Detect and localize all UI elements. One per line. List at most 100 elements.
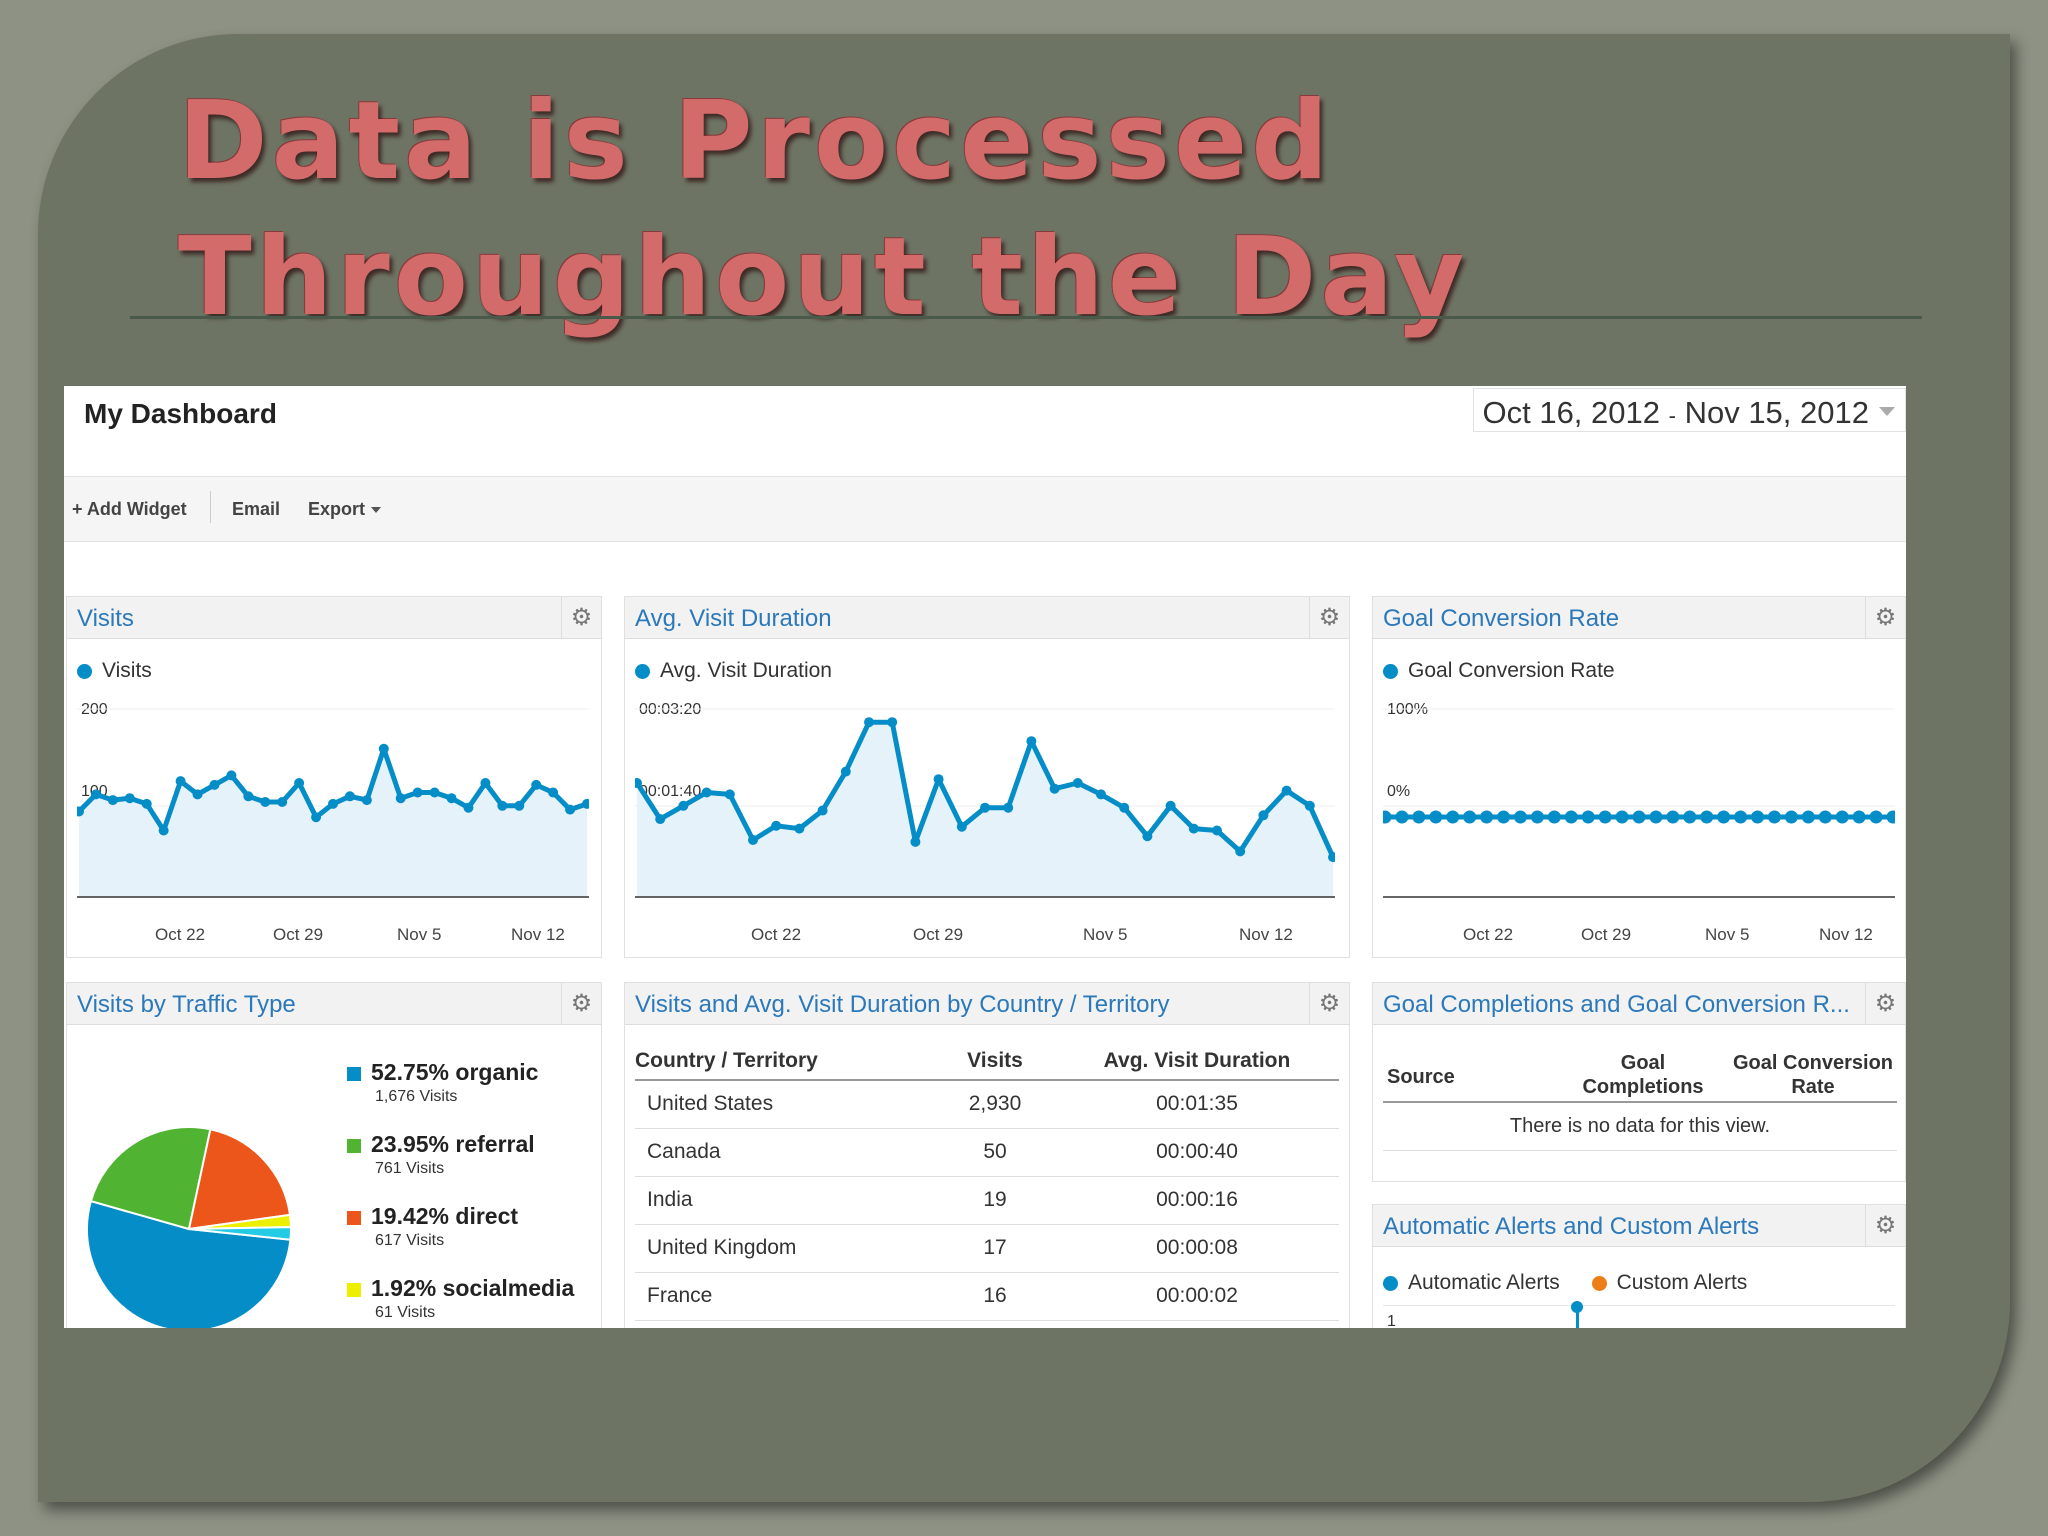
country-cell[interactable]: United States (635, 1080, 935, 1129)
dashboard-screenshot: My Dashboard Oct 16, 2012 - Nov 15, 2012… (64, 386, 1906, 1328)
export-button[interactable]: Export (308, 499, 382, 520)
data-point (158, 825, 169, 836)
date-range-picker[interactable]: Oct 16, 2012 - Nov 15, 2012 (1473, 388, 1906, 432)
widget-title[interactable]: Goal Conversion Rate (1383, 605, 1620, 632)
data-point (395, 793, 406, 804)
gear-icon[interactable]: ⚙ (1309, 983, 1349, 1025)
alert-line (1576, 1311, 1579, 1328)
column-header[interactable]: Goal Conversion Rate (1723, 1051, 1903, 1099)
data-point (412, 787, 423, 798)
data-point (887, 717, 898, 728)
data-point (277, 797, 288, 807)
data-point (1683, 810, 1697, 824)
data-point (192, 789, 203, 800)
country-table: Country / Territory Visits Avg. Visit Du… (635, 1045, 1339, 1321)
data-point (724, 789, 735, 800)
gear-icon[interactable]: ⚙ (561, 983, 601, 1025)
widget-title[interactable]: Avg. Visit Duration (635, 605, 832, 632)
gear-icon[interactable]: ⚙ (561, 597, 601, 639)
dashboard-title: My Dashboard (84, 398, 277, 429)
data-point (243, 791, 254, 802)
data-point (1547, 810, 1561, 824)
x-tick: Nov 12 (511, 925, 565, 944)
widget-title[interactable]: Visits and Avg. Visit Duration by Countr… (635, 991, 1170, 1018)
chart-legend: Avg. Visit Duration (635, 659, 832, 683)
pie-slice (87, 1199, 292, 1328)
data-point (1751, 810, 1765, 824)
y-tick: 1 (1387, 1313, 1396, 1328)
data-point (1049, 783, 1060, 794)
y-tick-mid: 00:01:40 (639, 783, 702, 800)
data-point (77, 806, 84, 817)
pie-legend-item: 52.75% organic 1,676 Visits (347, 1059, 538, 1106)
data-point (1412, 810, 1426, 824)
data-point (1632, 810, 1646, 824)
visits-chart (77, 708, 589, 898)
data-point (1446, 810, 1460, 824)
data-point (361, 795, 372, 806)
data-point (1767, 810, 1781, 824)
data-point (311, 812, 322, 823)
widget-title[interactable]: Goal Completions and Goal Conversion R..… (1383, 991, 1850, 1018)
gear-icon[interactable]: ⚙ (1865, 597, 1905, 639)
data-point (1119, 802, 1130, 813)
widget-title[interactable]: Visits by Traffic Type (77, 991, 296, 1018)
alert-point[interactable] (1571, 1301, 1583, 1313)
column-header-line: Goal (1620, 1052, 1666, 1074)
widget-header: Goal Conversion Rate ⚙ (1373, 597, 1905, 639)
widget-header: Goal Completions and Goal Conversion R..… (1373, 983, 1905, 1025)
legend-label: Avg. Visit Duration (660, 659, 832, 682)
data-point (209, 779, 220, 790)
data-point (1564, 810, 1578, 824)
pie-slice (187, 1128, 292, 1231)
data-point (1852, 810, 1866, 824)
goal-conversion-rate-widget: Goal Conversion Rate ⚙ Goal Conversion R… (1372, 596, 1906, 958)
data-point (1835, 810, 1849, 824)
visits-widget: Visits ⚙ Visits 200 100 Oct 22 Oct 29 No… (66, 596, 602, 958)
data-point (1700, 810, 1714, 824)
slide-title-line1: Data is Processed (178, 79, 1333, 204)
data-point (1463, 810, 1477, 824)
legend-label: Automatic Alerts (1408, 1271, 1560, 1294)
legend-sub: 617 Visits (375, 1232, 445, 1249)
data-point (497, 800, 508, 811)
email-button[interactable]: Email (232, 499, 281, 519)
gear-icon[interactable]: ⚙ (1865, 983, 1905, 1025)
country-cell[interactable]: Canada (635, 1128, 935, 1177)
alerts-widget: Automatic Alerts and Custom Alerts ⚙ Aut… (1372, 1204, 1906, 1328)
data-point (531, 779, 542, 790)
table-row: United States 2,930 00:01:35 (635, 1080, 1339, 1129)
pie-legend-item: 19.42% direct 617 Visits (347, 1203, 518, 1250)
slide-title: Data is Processed Throughout the Day (178, 74, 1958, 346)
widget-title[interactable]: Visits (77, 605, 134, 632)
country-cell[interactable]: United Kingdom (635, 1224, 935, 1273)
chart-legend: Visits (77, 659, 152, 683)
widget-header: Avg. Visit Duration ⚙ (625, 597, 1349, 639)
column-header[interactable]: Visits (935, 1045, 1055, 1081)
chevron-down-icon (1879, 407, 1895, 416)
gear-icon[interactable]: ⚙ (1865, 1205, 1905, 1247)
data-point (1395, 810, 1409, 824)
legend-label: 52.75% organic (371, 1059, 539, 1085)
column-header[interactable]: Country / Territory (635, 1045, 935, 1081)
x-tick: Nov 12 (1819, 925, 1873, 944)
data-point (548, 787, 559, 798)
gear-icon[interactable]: ⚙ (1309, 597, 1349, 639)
column-header[interactable]: Avg. Visit Duration (1055, 1045, 1339, 1081)
widget-title[interactable]: Automatic Alerts and Custom Alerts (1383, 1213, 1760, 1240)
export-label: Export (308, 499, 366, 519)
legend-swatch (347, 1138, 361, 1153)
data-point (141, 798, 152, 809)
country-cell[interactable]: India (635, 1176, 935, 1225)
x-tick: Oct 22 (1463, 925, 1514, 944)
data-point (1598, 810, 1612, 824)
avg-visit-duration-widget: Avg. Visit Duration ⚙ Avg. Visit Duratio… (624, 596, 1350, 958)
add-widget-button[interactable]: + Add Widget (72, 499, 187, 519)
country-cell[interactable]: France (635, 1272, 935, 1321)
data-point (429, 787, 440, 798)
legend-label: Goal Conversion Rate (1408, 659, 1615, 682)
column-header[interactable]: Source (1387, 1066, 1455, 1088)
data-point (1581, 810, 1595, 824)
legend-label: 1.92% socialmedia (371, 1275, 575, 1301)
column-header[interactable]: Goal Completions (1573, 1051, 1713, 1099)
